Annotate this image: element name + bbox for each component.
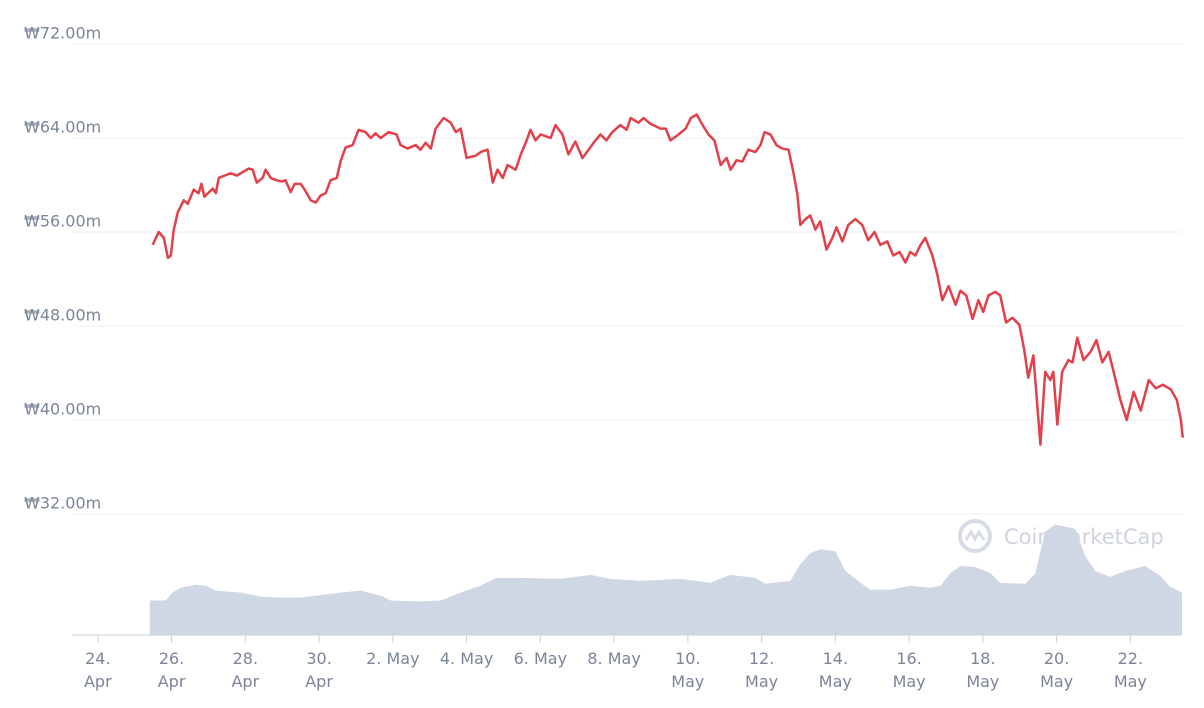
price-line: [151, 113, 1184, 446]
y-tick-label: ₩32.00m: [24, 493, 101, 512]
x-tick-label: 14. May: [818, 649, 852, 691]
x-tick-label: 30. Apr: [305, 649, 333, 691]
x-tick-label: 22. May: [1113, 649, 1147, 691]
x-tick-label: 24. Apr: [83, 649, 112, 691]
volume-area: [149, 524, 1182, 635]
x-tick-label: 2. May: [366, 649, 420, 668]
x-tick-label: 8. May: [587, 649, 641, 668]
y-tick-label: ₩72.00m: [24, 24, 101, 43]
x-tick-label: 12. May: [745, 649, 779, 691]
x-tick-label: 28. Apr: [231, 649, 260, 691]
watermark-logo: [958, 519, 992, 553]
x-tick-label: 6. May: [513, 649, 568, 668]
y-tick-label: ₩56.00m: [24, 211, 101, 230]
y-tick-label: ₩64.00m: [24, 117, 101, 136]
y-tick-label: ₩48.00m: [24, 305, 101, 324]
y-tick-label: ₩40.00m: [24, 399, 101, 418]
x-tick-label: 4. May: [439, 649, 494, 668]
watermark: CoinMarketCap: [1004, 525, 1164, 549]
x-tick-label: 26. Apr: [157, 649, 186, 691]
x-tick-label: 16. May: [892, 649, 926, 691]
x-tick-label: 10. May: [671, 649, 705, 691]
x-tick-label: 20. May: [1040, 649, 1074, 691]
x-tick-label: 18. May: [966, 649, 1000, 691]
